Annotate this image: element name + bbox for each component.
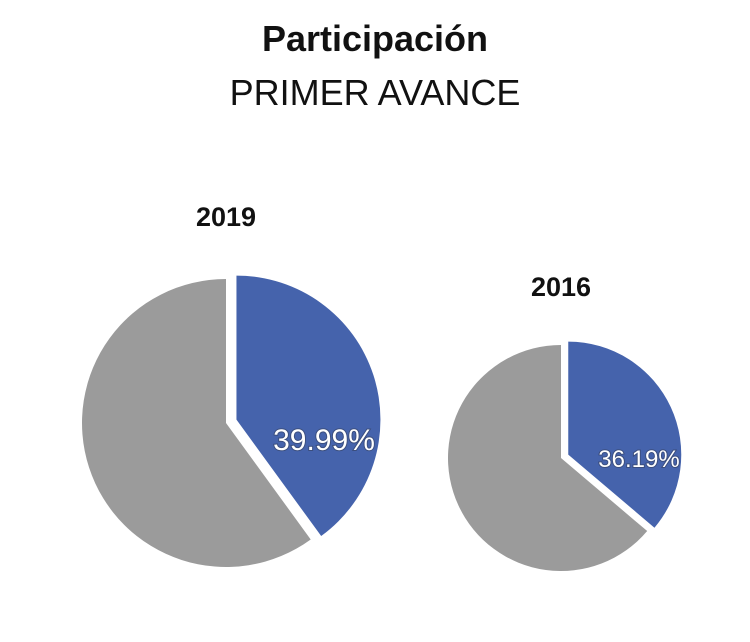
pie-data-label-2016: 36.19% bbox=[598, 446, 679, 473]
pie-data-label-2019: 39.99% bbox=[273, 424, 375, 457]
pie-chart-2019: 2019 39.99% bbox=[82, 202, 381, 567]
pie-slice-2016-highlight bbox=[568, 341, 682, 528]
pie-chart-2016: 2016 36.19% bbox=[447, 272, 682, 571]
page-subtitle: PRIMER AVANCE bbox=[229, 72, 521, 113]
pie-title-2016: 2016 bbox=[531, 272, 591, 302]
pie-slice-2016-rest bbox=[447, 345, 648, 571]
pie-title-2019: 2019 bbox=[196, 202, 256, 232]
pie-slice-2019-highlight bbox=[236, 275, 381, 537]
pie-slice-2019-rest bbox=[82, 279, 311, 567]
page-title: Participación bbox=[261, 18, 489, 59]
